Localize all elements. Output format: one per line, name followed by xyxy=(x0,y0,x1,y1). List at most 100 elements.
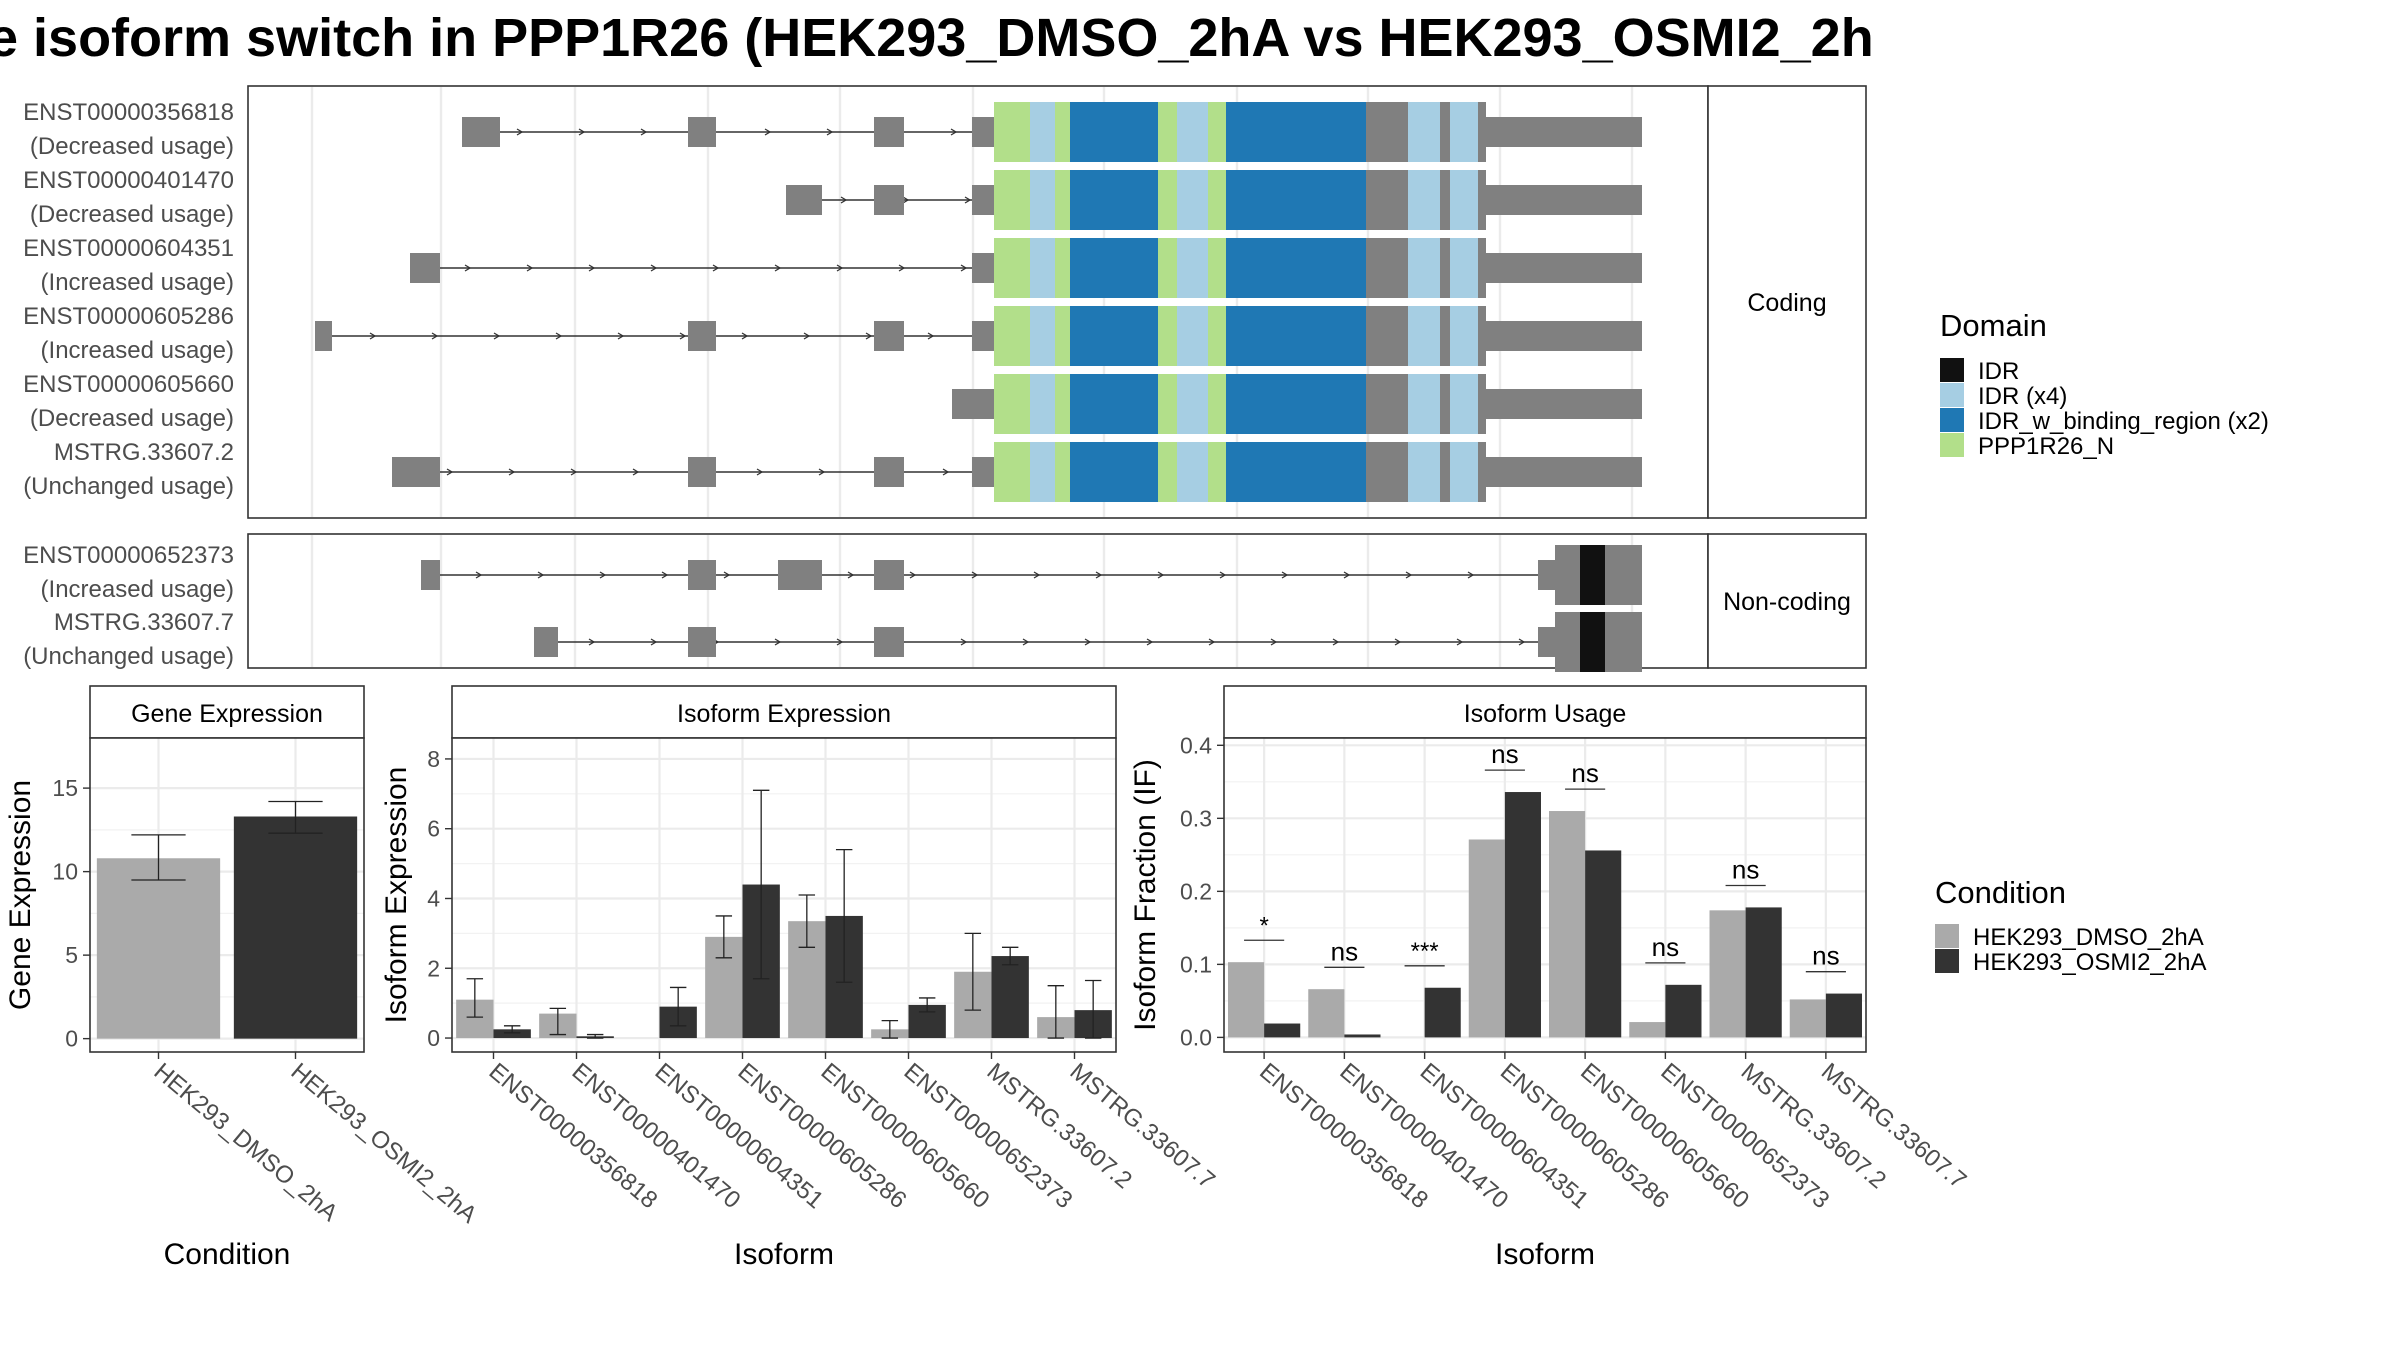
domain-legend-swatch xyxy=(1940,358,1964,382)
intron-arrow xyxy=(712,264,720,272)
intron-arrow xyxy=(537,571,545,579)
bar xyxy=(1825,993,1862,1038)
domain-legend-swatch xyxy=(1940,433,1964,457)
figure-title: e isoform switch in PPP1R26 (HEK293_DMSO… xyxy=(0,8,1874,68)
exon xyxy=(786,185,822,215)
intron-arrow xyxy=(1095,571,1103,579)
y-tick-label: 15 xyxy=(52,775,78,801)
significance-label: * xyxy=(1259,912,1268,939)
domain-segment xyxy=(1226,374,1366,434)
domain-segment xyxy=(1158,238,1177,298)
coding-strip-label: Coding xyxy=(1747,289,1826,317)
domain-segment xyxy=(1070,442,1158,502)
domain-segment xyxy=(1208,238,1226,298)
intron-arrow xyxy=(902,196,910,204)
intron-arrow xyxy=(475,571,483,579)
exon xyxy=(972,253,994,283)
domain-segment xyxy=(1208,306,1226,366)
intron-arrow xyxy=(588,638,596,646)
intron-arrow xyxy=(508,468,516,476)
domain-segment xyxy=(1366,238,1408,298)
condition-legend-swatch xyxy=(1935,924,1959,948)
y-tick-label: 0.4 xyxy=(1180,732,1212,758)
bar xyxy=(1745,907,1782,1038)
condition-legend-label: HEK293_DMSO_2hA xyxy=(1973,924,2204,951)
transcript-row-coding: ENST00000605660 (Decreased usage) xyxy=(23,371,1642,434)
noncoding-strip-label: Non-coding xyxy=(1723,588,1851,616)
exon xyxy=(972,457,994,487)
transcript-row-coding: ENST00000604351 (Increased usage) xyxy=(23,235,1642,298)
intron-arrow xyxy=(723,571,731,579)
significance-label: ns xyxy=(1491,739,1518,769)
exon xyxy=(410,253,440,283)
facet-strip xyxy=(89,685,365,739)
domain-segment xyxy=(1177,374,1208,434)
bar xyxy=(96,858,221,1039)
bar xyxy=(1665,984,1702,1038)
domain-segment xyxy=(1440,374,1450,434)
significance-label: ns xyxy=(1571,758,1598,788)
bar xyxy=(1468,839,1505,1038)
domain-segment xyxy=(994,102,1030,162)
significance-label: *** xyxy=(1411,938,1439,965)
domain-segment xyxy=(1226,238,1366,298)
y-tick-label: 0.3 xyxy=(1180,805,1212,831)
intron-arrow xyxy=(431,332,439,340)
exon xyxy=(421,560,440,590)
facet-title: Isoform Usage xyxy=(1464,700,1627,728)
bar xyxy=(1629,1022,1666,1038)
y-axis-title: Isoform Fraction (IF) xyxy=(1129,759,1162,1031)
domain-segment xyxy=(1440,238,1450,298)
domain-segment xyxy=(1070,102,1158,162)
exon xyxy=(874,627,904,657)
idr-domain xyxy=(1580,545,1605,605)
domain-segment xyxy=(1478,238,1486,298)
bar xyxy=(1264,1023,1301,1038)
intron-arrow xyxy=(840,196,848,204)
domain-segment xyxy=(1055,374,1070,434)
domain-segment xyxy=(1440,102,1450,162)
domain-segment xyxy=(1055,238,1070,298)
domain-segment xyxy=(1450,238,1478,298)
intron-arrow xyxy=(679,332,687,340)
domain-segment xyxy=(1030,442,1055,502)
intron-arrow xyxy=(555,332,563,340)
utr-exon xyxy=(1486,253,1642,283)
intron-arrow xyxy=(942,468,950,476)
domain-segment xyxy=(994,238,1030,298)
domain-legend-label: PPP1R26_N xyxy=(1978,433,2114,460)
domain-segment xyxy=(1208,170,1226,230)
exon xyxy=(392,457,440,487)
exon xyxy=(952,389,994,419)
domain-segment xyxy=(1177,306,1208,366)
coding-panel-frame xyxy=(247,85,1709,519)
domain-segment xyxy=(1408,306,1440,366)
intron-arrow xyxy=(369,332,377,340)
y-tick-label: 8 xyxy=(427,746,440,772)
domain-segment xyxy=(994,374,1030,434)
intron-arrow xyxy=(578,128,586,136)
noncoding-strip xyxy=(1707,533,1867,669)
panel-border xyxy=(1223,737,1867,1053)
transcript-id-label: ENST00000652373 xyxy=(23,542,234,569)
intron-arrow xyxy=(464,264,472,272)
bar xyxy=(1228,962,1265,1038)
bar xyxy=(1344,1034,1381,1038)
domain-segment xyxy=(1158,102,1177,162)
intron-arrow xyxy=(640,128,648,136)
transcript-row-coding: ENST00000401470 (Decreased usage) xyxy=(23,167,1642,230)
utr-exon xyxy=(1486,457,1642,487)
intron-arrow xyxy=(818,468,826,476)
intron-arrow xyxy=(909,571,917,579)
y-tick-label: 4 xyxy=(427,885,440,911)
intron-arrow xyxy=(756,468,764,476)
transcript-row-noncoding: MSTRG.33607.7 (Unchanged usage) xyxy=(23,609,1642,672)
domain-segment xyxy=(1177,442,1208,502)
domain-segment xyxy=(1158,170,1177,230)
intron-arrow xyxy=(1084,638,1092,646)
transcript-usage-label: (Decreased usage) xyxy=(30,405,234,432)
intron-arrow xyxy=(774,264,782,272)
exon xyxy=(688,627,716,657)
transcript-usage-label: (Decreased usage) xyxy=(30,201,234,228)
intron-arrow xyxy=(1146,638,1154,646)
